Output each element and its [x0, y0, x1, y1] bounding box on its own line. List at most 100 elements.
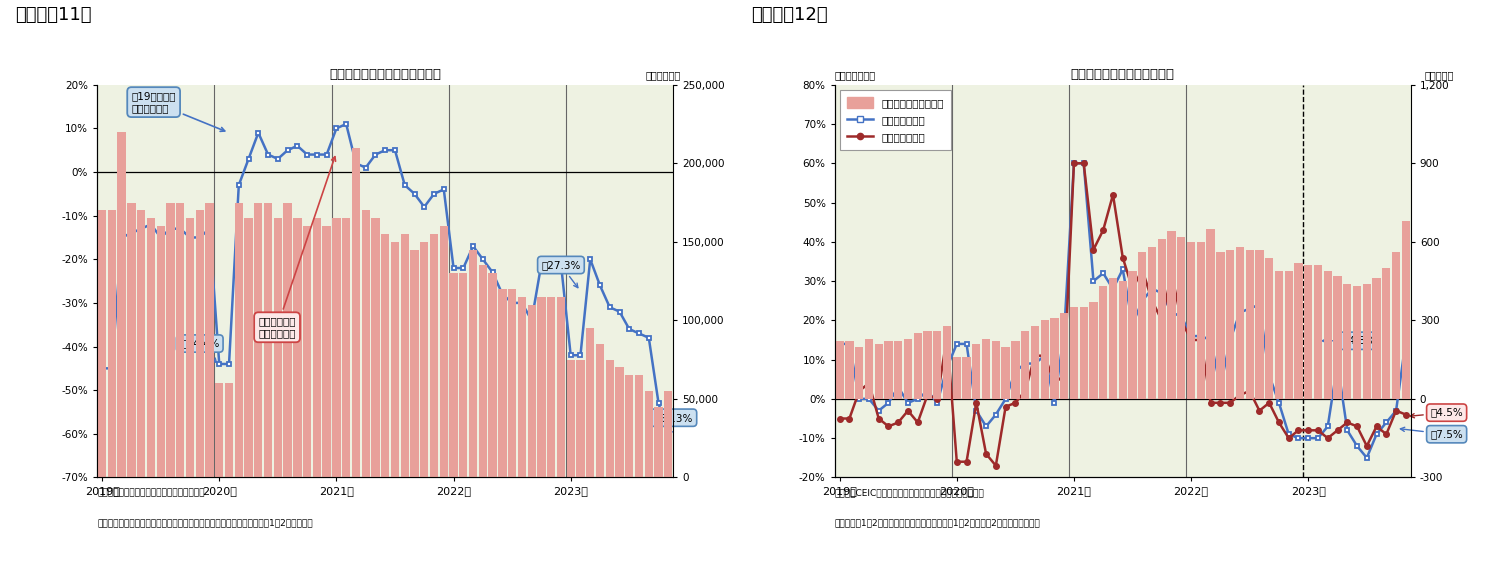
Bar: [479, 266, 488, 477]
Text: －4.5%: －4.5%: [1411, 407, 1463, 418]
Bar: [352, 147, 361, 477]
Bar: [895, 341, 902, 399]
Bar: [981, 338, 990, 399]
Bar: [865, 338, 874, 399]
Bar: [196, 210, 203, 477]
Text: －7.5%: －7.5%: [1400, 427, 1463, 439]
Bar: [401, 234, 408, 477]
Bar: [1011, 341, 1019, 399]
Bar: [449, 273, 458, 477]
Bar: [1216, 253, 1225, 399]
Bar: [468, 250, 477, 477]
Bar: [235, 202, 242, 477]
Bar: [625, 375, 633, 477]
Bar: [537, 297, 546, 477]
Title: 輸出入（ドルベース）の推移: 輸出入（ドルベース）の推移: [1071, 68, 1174, 81]
Bar: [1236, 247, 1245, 399]
Bar: [440, 226, 447, 477]
Bar: [381, 234, 389, 477]
Text: （資料）CEIC（出所は中国税関総署）のデータを元に作成: （資料）CEIC（出所は中国税関総署）のデータを元に作成: [835, 489, 984, 498]
Bar: [1305, 266, 1312, 399]
Bar: [390, 242, 399, 477]
Text: （図表－11）: （図表－11）: [15, 6, 91, 24]
Bar: [1197, 242, 1204, 399]
Text: （前年同月比）: （前年同月比）: [835, 70, 875, 80]
Bar: [942, 325, 951, 399]
Bar: [645, 391, 652, 477]
Bar: [371, 218, 380, 477]
Text: （億ドル）: （億ドル）: [1424, 70, 1454, 80]
Bar: [634, 375, 643, 477]
Bar: [1147, 247, 1156, 399]
Bar: [528, 305, 536, 477]
Bar: [576, 360, 585, 477]
Bar: [953, 357, 960, 399]
Bar: [224, 383, 233, 477]
Bar: [1167, 231, 1176, 399]
Bar: [1275, 271, 1284, 399]
Bar: [509, 289, 516, 477]
Bar: [186, 218, 194, 477]
Bar: [304, 226, 311, 477]
Title: 分譲住宅の新規着工面積の推移: 分譲住宅の新規着工面積の推移: [329, 68, 441, 81]
Bar: [362, 210, 370, 477]
Bar: [1227, 250, 1234, 399]
Bar: [429, 234, 438, 477]
Bar: [875, 344, 883, 399]
Bar: [410, 250, 419, 477]
Bar: [157, 226, 165, 477]
Bar: [1050, 318, 1059, 399]
Bar: [1363, 284, 1370, 399]
Bar: [1119, 281, 1126, 399]
Bar: [1177, 237, 1185, 399]
Bar: [1352, 286, 1361, 399]
Text: （注）年度累計で発表されるデータを元に単月の動態を推定して作成（1・2月は和半）: （注）年度累計で発表されるデータを元に単月の動態を推定して作成（1・2月は和半）: [97, 519, 313, 528]
Text: （資料）中国国家統計局のデータを元に作成: （資料）中国国家統計局のデータを元に作成: [97, 489, 205, 498]
Bar: [127, 202, 136, 477]
Bar: [97, 210, 106, 477]
Bar: [293, 218, 302, 477]
Bar: [1001, 346, 1010, 399]
Bar: [1266, 258, 1273, 399]
Bar: [1313, 266, 1322, 399]
Bar: [1041, 320, 1049, 399]
Text: （注）例年1・2月は春節の影響でぶれるため、1・2月は共に2月時点累計を表示: （注）例年1・2月は春節の影響でぶれるため、1・2月は共に2月時点累計を表示: [835, 519, 1041, 528]
Bar: [1031, 325, 1040, 399]
Bar: [856, 346, 863, 399]
Bar: [1294, 263, 1303, 399]
Bar: [1089, 302, 1098, 399]
Bar: [489, 273, 497, 477]
Text: 14.8%: 14.8%: [1322, 336, 1375, 346]
Text: （千平方米）: （千平方米）: [645, 70, 681, 80]
Bar: [664, 391, 673, 477]
Bar: [1391, 253, 1400, 399]
Bar: [1333, 276, 1342, 399]
Bar: [283, 202, 292, 477]
Bar: [1138, 253, 1146, 399]
Bar: [1070, 307, 1079, 399]
Text: （図表－12）: （図表－12）: [751, 6, 827, 24]
Bar: [567, 360, 574, 477]
Text: －61.3%: －61.3%: [654, 412, 693, 435]
Bar: [1402, 221, 1411, 399]
Bar: [1061, 312, 1068, 399]
Bar: [323, 226, 331, 477]
Legend: 貿易収支（右目盛り）, 輸出（前年比）, 輸入（前年比）: 貿易収支（右目盛り）, 輸出（前年比）, 輸入（前年比）: [839, 90, 951, 150]
Bar: [313, 218, 322, 477]
Bar: [1206, 229, 1215, 399]
Bar: [914, 333, 922, 399]
Bar: [147, 218, 156, 477]
Bar: [1186, 242, 1195, 399]
Bar: [1158, 239, 1165, 399]
Bar: [420, 242, 428, 477]
Bar: [108, 210, 117, 477]
Text: －27.3%: －27.3%: [542, 260, 580, 288]
Bar: [138, 210, 145, 477]
Bar: [1128, 271, 1137, 399]
Bar: [1020, 331, 1029, 399]
Bar: [972, 344, 980, 399]
Bar: [557, 297, 565, 477]
Bar: [274, 218, 281, 477]
Bar: [205, 202, 214, 477]
Bar: [606, 360, 613, 477]
